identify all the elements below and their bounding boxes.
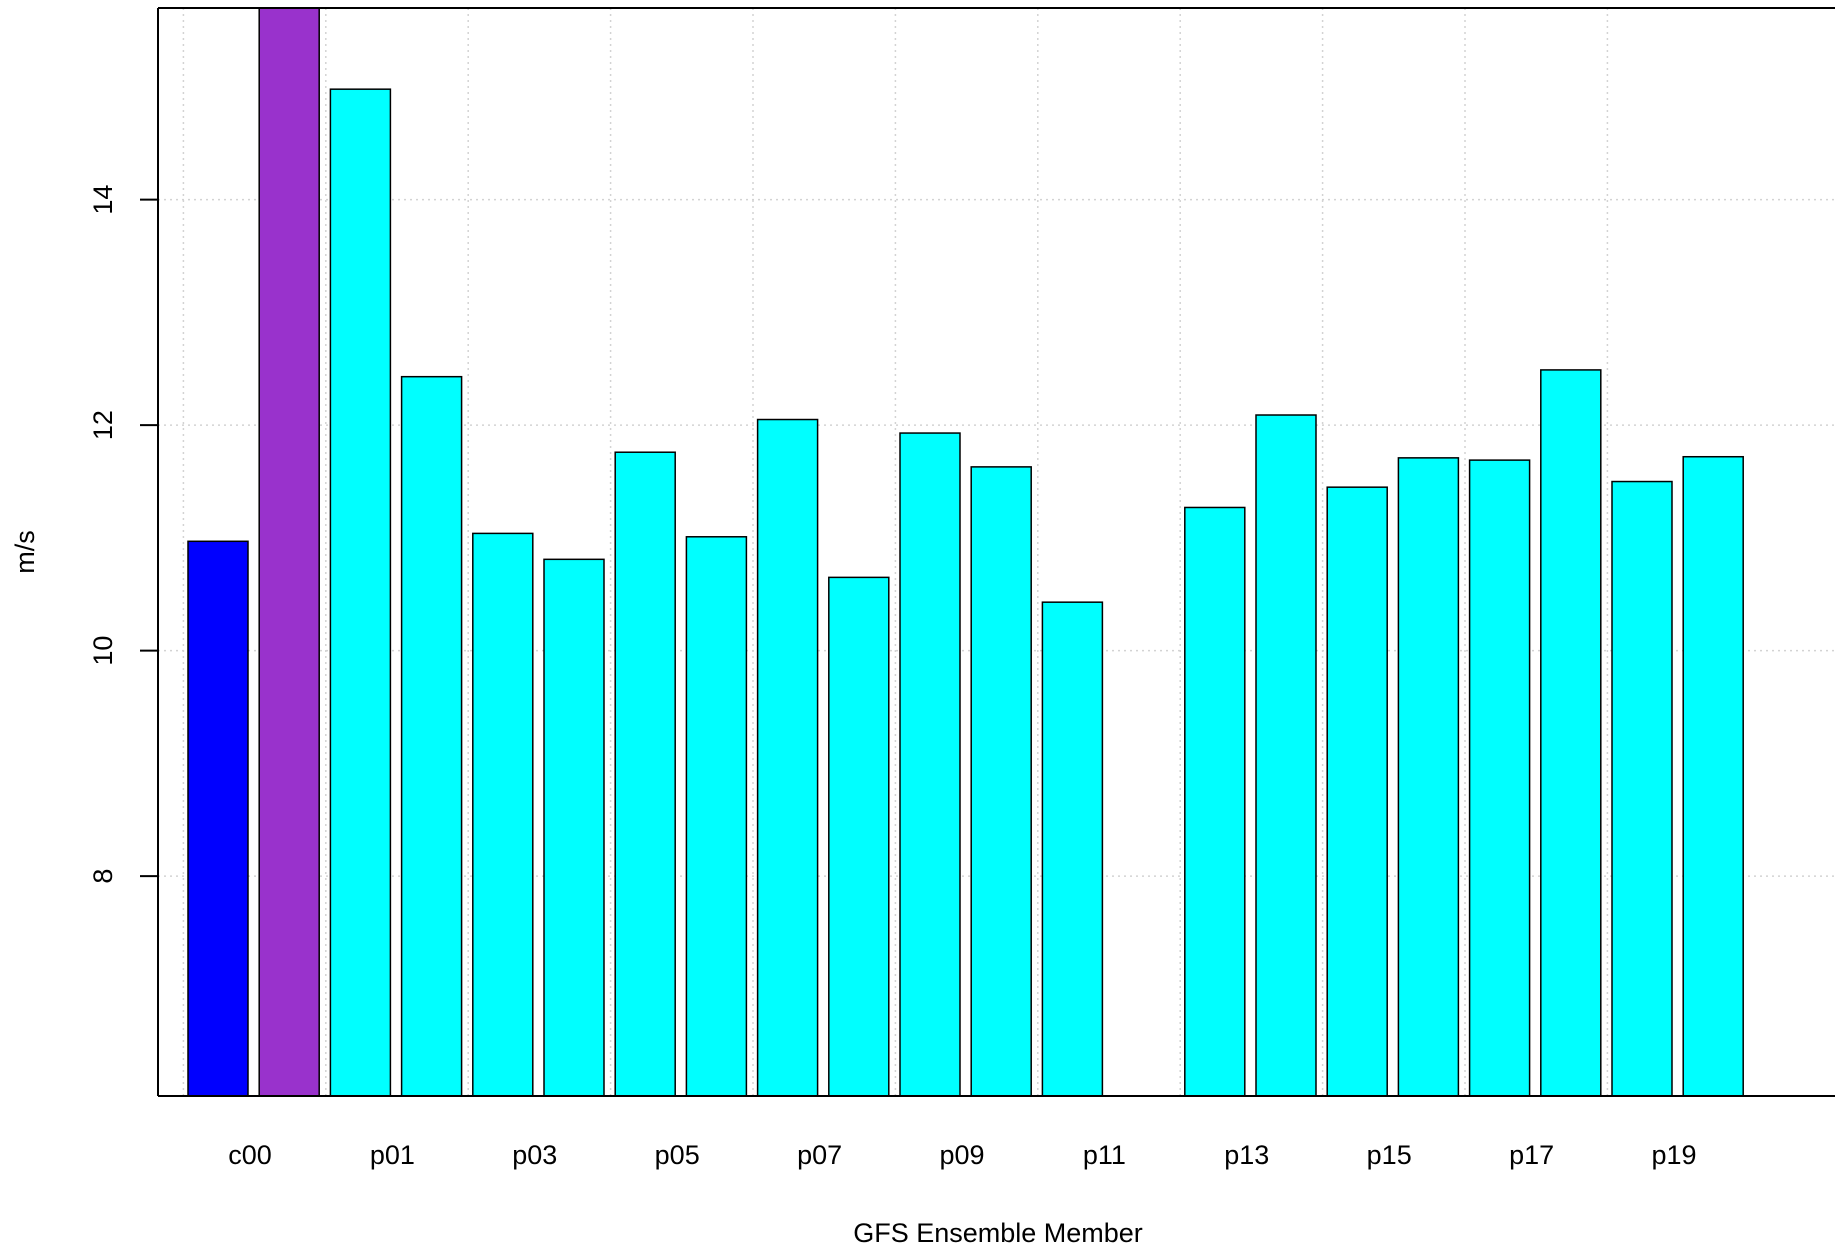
bars-layer	[187, 7, 1744, 1097]
y-ticks: 8 10 12 14	[88, 185, 158, 884]
x-tick-label: p19	[1651, 1140, 1696, 1170]
bar-p13	[1184, 506, 1246, 1097]
bar-p15	[1326, 486, 1388, 1097]
bar-p05	[614, 451, 676, 1097]
bar-p17	[1468, 459, 1531, 1097]
bar-c00	[187, 540, 249, 1097]
bar-p04	[543, 558, 605, 1097]
y-axis-title: m/s	[10, 530, 40, 574]
bar-p20	[1682, 455, 1744, 1097]
x-tick-label: c00	[228, 1140, 272, 1170]
x-axis-title: GFS Ensemble Member	[853, 1218, 1143, 1248]
bar-p19	[1611, 480, 1673, 1097]
x-tick-label: p09	[939, 1140, 984, 1170]
y-tick-label: 12	[88, 410, 118, 440]
x-tick-label: p05	[655, 1140, 700, 1170]
x-tick-label: p07	[797, 1140, 842, 1170]
x-tick-label: p01	[370, 1140, 415, 1170]
grid-layer	[158, 8, 1835, 1096]
bar-p08	[828, 576, 890, 1097]
y-tick-label: 14	[88, 185, 118, 215]
bar-p16	[1397, 457, 1460, 1097]
y-tick-label: 10	[88, 636, 118, 666]
bar-p11	[1041, 601, 1104, 1097]
bar-member-1	[258, 7, 320, 1097]
bar-p01	[329, 88, 392, 1097]
bar-p18	[1540, 369, 1602, 1097]
x-tick-label: p03	[512, 1140, 557, 1170]
axes-layer	[157, 7, 1835, 1097]
bar-p03	[472, 532, 534, 1097]
y-tick-label: 8	[88, 869, 118, 884]
bar-p06	[685, 536, 748, 1097]
bar-p14	[1255, 414, 1317, 1097]
bar-p07	[756, 418, 819, 1097]
x-ticks: c00 p01 p03 p05 p07 p09 p11 p13 p15 p17 p19	[228, 1140, 1696, 1170]
x-tick-label: p15	[1367, 1140, 1412, 1170]
bar-p02	[400, 375, 463, 1097]
x-tick-label: p11	[1083, 1140, 1126, 1170]
bar-p10	[970, 466, 1032, 1097]
x-tick-label: p13	[1224, 1140, 1269, 1170]
x-tick-label: p17	[1509, 1140, 1554, 1170]
bar-p09	[899, 432, 961, 1097]
